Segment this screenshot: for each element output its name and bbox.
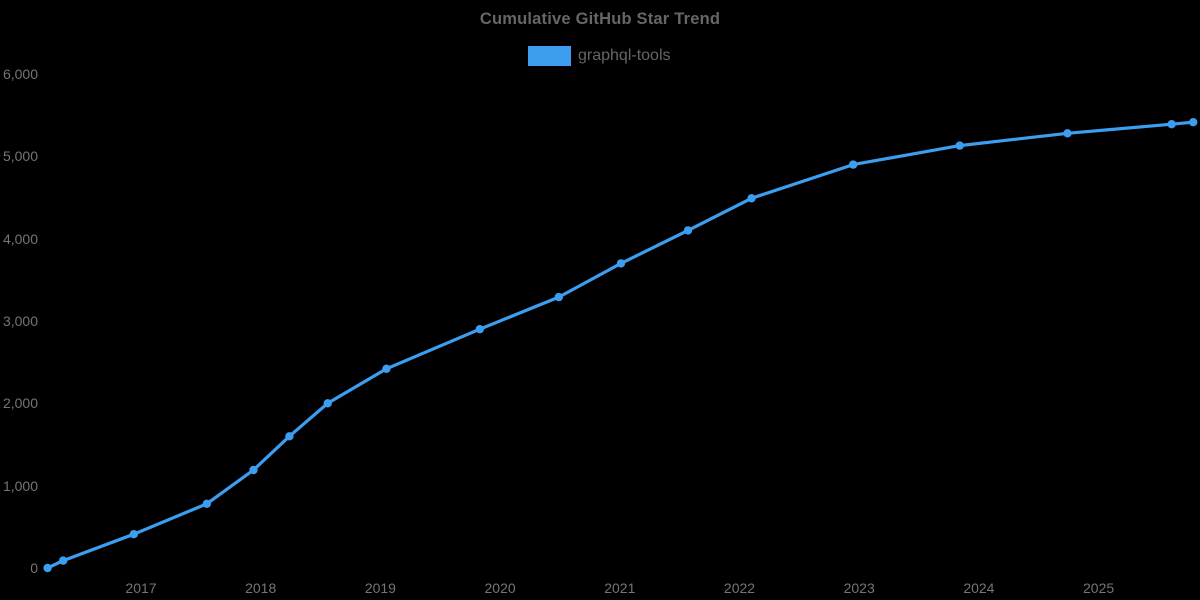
data-point[interactable] [1063, 129, 1072, 138]
legend-label[interactable]: graphql-tools [578, 47, 671, 64]
data-point[interactable] [202, 499, 211, 508]
trend-line [45, 120, 1195, 570]
legend: graphql-tools [528, 46, 671, 66]
y-axis-tick-label: 5,000 [2, 148, 38, 165]
y-axis-tick-label: 3,000 [2, 313, 38, 329]
x-axis-tick-label: 2017 [125, 580, 157, 596]
y-axis-tick-label: 0 [30, 560, 38, 576]
x-axis-tick-label: 2022 [723, 580, 756, 596]
data-point[interactable] [323, 399, 332, 408]
data-point[interactable] [43, 563, 52, 573]
data-point[interactable] [683, 226, 693, 235]
data-point[interactable] [382, 364, 391, 373]
x-axis-tick-label: 2024 [963, 580, 995, 596]
data-point[interactable] [59, 556, 68, 565]
x-axis-tick-label: 2025 [1083, 580, 1115, 596]
y-axis-tick-label: 1,000 [2, 477, 38, 494]
data-point[interactable] [554, 292, 563, 302]
x-axis-tick-label: 2019 [364, 580, 396, 596]
data-point[interactable] [849, 160, 858, 169]
chart-title: Cumulative GitHub Star Trend [479, 10, 721, 28]
y-axis-tick-label: 6,000 [2, 66, 38, 82]
data-point[interactable] [747, 194, 756, 203]
y-axis-tick-label: 4,000 [2, 230, 38, 247]
data-point[interactable] [249, 465, 258, 475]
data-point[interactable] [285, 432, 294, 441]
legend-swatch[interactable] [528, 46, 571, 66]
x-axis-tick-label: 2023 [843, 580, 875, 596]
x-axis-tick-label: 2020 [484, 580, 516, 596]
y-axis-tick-label: 2,000 [2, 395, 38, 412]
x-axis-tick-label: 2021 [604, 580, 636, 596]
data-point[interactable] [475, 325, 484, 334]
x-axis-tick-label: 2018 [245, 580, 277, 596]
data-point[interactable] [616, 259, 626, 268]
data-point[interactable] [955, 141, 964, 150]
data-point[interactable] [1189, 118, 1198, 127]
data-point[interactable] [1167, 120, 1176, 129]
data-point[interactable] [129, 530, 138, 539]
